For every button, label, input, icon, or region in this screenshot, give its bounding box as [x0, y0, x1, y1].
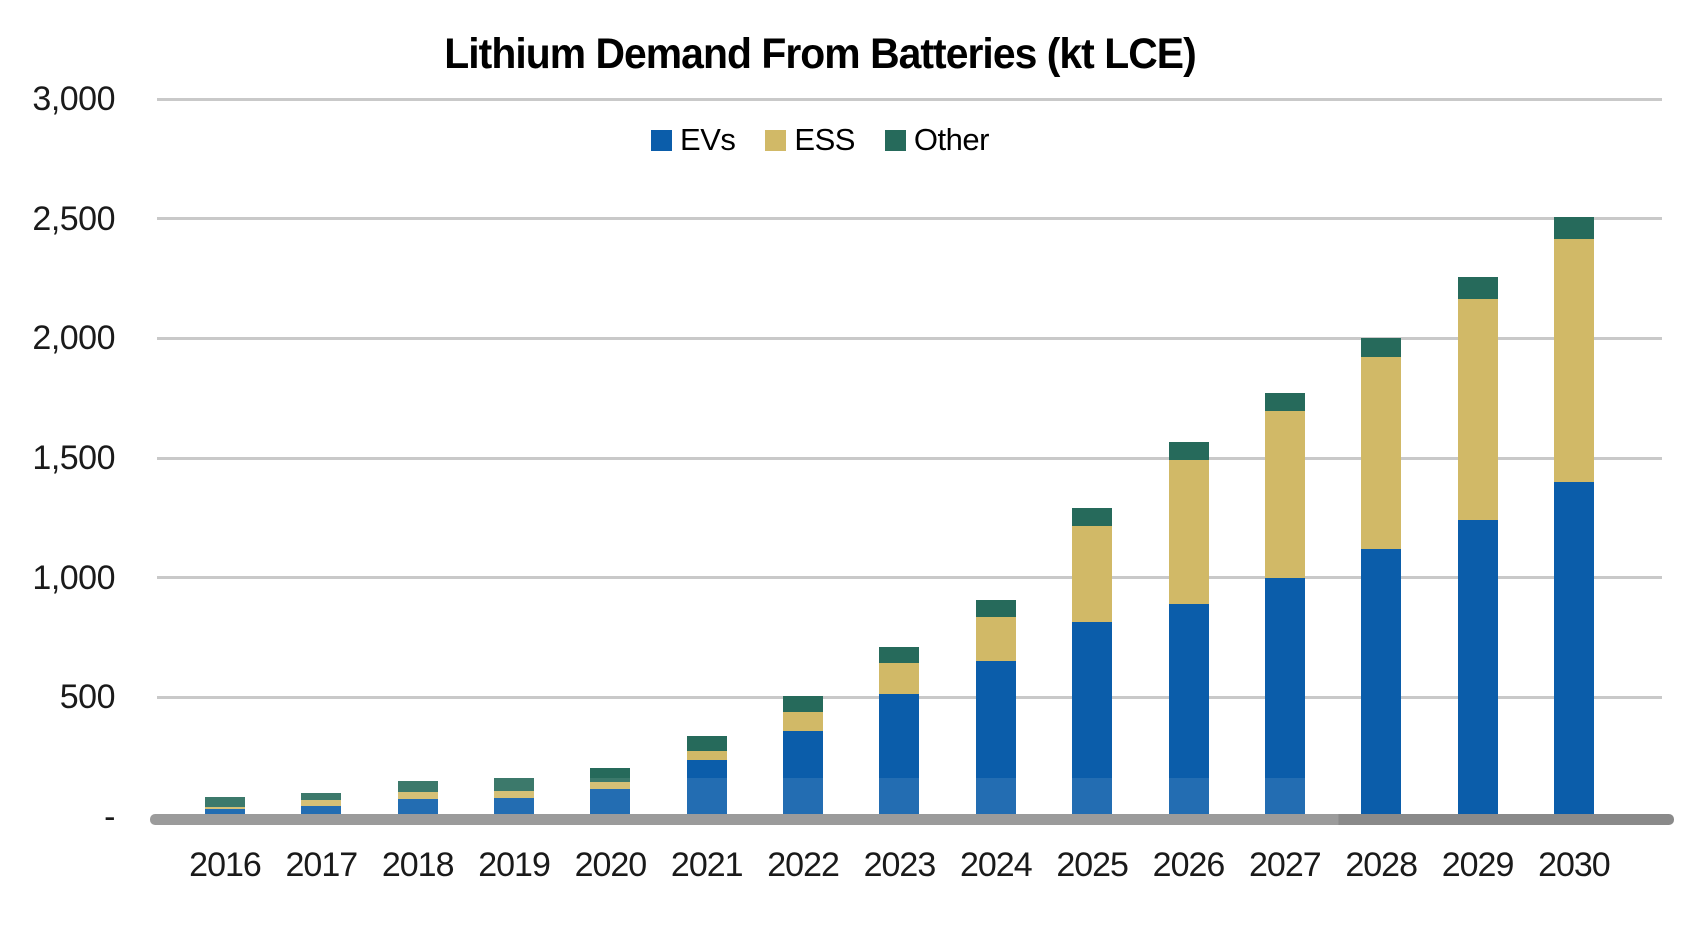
bar-segment-other-2020 — [590, 767, 631, 783]
y-axis-tick-label: 500 — [59, 678, 116, 717]
baseline-shade-band — [155, 778, 1345, 815]
bar-segment-evs-2018 — [397, 799, 438, 817]
x-axis-label-2016: 2016 — [189, 846, 262, 884]
gridline-1500 — [157, 456, 1662, 460]
gridline-2000 — [157, 336, 1662, 340]
bar-segment-evs-2023 — [879, 693, 920, 817]
x-axis-label-2022: 2022 — [767, 846, 840, 884]
gridline-2500 — [157, 217, 1662, 221]
bar-segment-evs-2027 — [1264, 577, 1305, 817]
x-axis-label-2023: 2023 — [863, 846, 937, 884]
legend-item-ess: ESS — [765, 122, 855, 158]
x-axis-label-2026: 2026 — [1152, 846, 1226, 884]
chart-title: Lithium Demand From Batteries (kt LCE) — [444, 30, 1196, 78]
legend-label: ESS — [794, 122, 855, 157]
x-axis-label-2029: 2029 — [1441, 846, 1515, 884]
x-axis-label-2025: 2025 — [1056, 846, 1129, 884]
x-axis-label-2020: 2020 — [574, 846, 648, 884]
bar-segment-other-2016 — [205, 796, 245, 808]
bar-segment-ess-2028 — [1361, 357, 1402, 549]
bar-segment-ess-2021 — [686, 751, 727, 760]
bar-segment-other-2028 — [1361, 338, 1402, 358]
bar-segment-ess-2022 — [783, 711, 824, 731]
bar-segment-other-2023 — [879, 647, 920, 663]
gridline-1000 — [157, 576, 1662, 580]
bar-segment-ess-2026 — [1168, 460, 1209, 604]
bar-segment-evs-2025 — [1072, 621, 1113, 817]
y-axis-tick-label: 2,500 — [32, 199, 115, 238]
bar-segment-other-2025 — [1072, 508, 1113, 527]
legend-item-other: Other — [884, 122, 990, 158]
x-axis-label-2018: 2018 — [381, 846, 455, 884]
x-axis-label-2019: 2019 — [478, 846, 551, 884]
bar-segment-other-2026 — [1168, 442, 1209, 461]
legend-label: EVs — [680, 122, 736, 157]
bar-segment-ess-2027 — [1264, 411, 1305, 578]
bar-segment-ess-2024 — [975, 617, 1016, 662]
bar-segment-ess-2020 — [590, 782, 631, 790]
x-axis-label-2024: 2024 — [959, 846, 1033, 884]
x-axis-label-2028: 2028 — [1345, 846, 1418, 884]
y-axis-tick-label: 1,500 — [32, 439, 115, 477]
x-axis-label-2030: 2030 — [1538, 846, 1611, 884]
bar-segment-ess-2018 — [397, 791, 438, 800]
bar-segment-other-2022 — [783, 696, 824, 712]
bar-segment-ess-2016 — [205, 807, 245, 809]
bar-segment-evs-2016 — [205, 808, 245, 817]
x-axis-line — [150, 814, 1674, 825]
bar-segment-ess-2019 — [494, 790, 535, 798]
bar-segment-ess-2030 — [1553, 239, 1594, 482]
gridline-3000 — [157, 97, 1662, 101]
bar-segment-evs-2024 — [975, 661, 1016, 817]
x-axis-label-2017: 2017 — [285, 846, 359, 884]
legend-swatch-evs-icon — [651, 129, 673, 151]
bar-segment-evs-2028 — [1361, 548, 1402, 817]
legend-item-evs: EVs — [651, 122, 736, 158]
bar-segment-evs-2021 — [686, 759, 727, 817]
bar-segment-evs-2017 — [301, 806, 342, 817]
bar-segment-ess-2017 — [301, 800, 342, 807]
bar-segment-ess-2023 — [879, 662, 920, 694]
bar-segment-evs-2026 — [1168, 603, 1209, 817]
legend: EVs ESS Other — [0, 122, 1640, 158]
x-axis-label-2021: 2021 — [670, 846, 744, 884]
y-axis-tick-label: 3,000 — [32, 80, 115, 118]
legend-swatch-ess-icon — [765, 129, 787, 151]
bar-segment-evs-2019 — [494, 797, 535, 817]
bar-segment-other-2027 — [1264, 393, 1305, 412]
bar-segment-ess-2029 — [1457, 298, 1498, 521]
bar-segment-other-2019 — [494, 777, 535, 791]
bar-segment-other-2030 — [1553, 217, 1594, 239]
bar-segment-evs-2020 — [590, 789, 631, 817]
bar-segment-ess-2025 — [1072, 526, 1113, 622]
y-axis-tick-label: 1,000 — [32, 558, 115, 597]
y-axis-tick-label: 2,000 — [32, 319, 115, 358]
bar-segment-other-2021 — [686, 735, 727, 752]
legend-label: Other — [913, 122, 990, 157]
legend-swatch-other-icon — [884, 129, 906, 151]
bar-segment-evs-2029 — [1457, 520, 1498, 817]
bar-segment-other-2017 — [301, 793, 342, 801]
x-axis-label-2027: 2027 — [1249, 846, 1322, 884]
bar-segment-evs-2022 — [783, 730, 824, 817]
bar-segment-other-2024 — [975, 600, 1016, 618]
bar-segment-other-2018 — [397, 781, 438, 792]
bar-segment-evs-2030 — [1553, 481, 1594, 817]
bar-segment-other-2029 — [1457, 277, 1498, 299]
y-axis-tick-label: - — [104, 798, 115, 836]
